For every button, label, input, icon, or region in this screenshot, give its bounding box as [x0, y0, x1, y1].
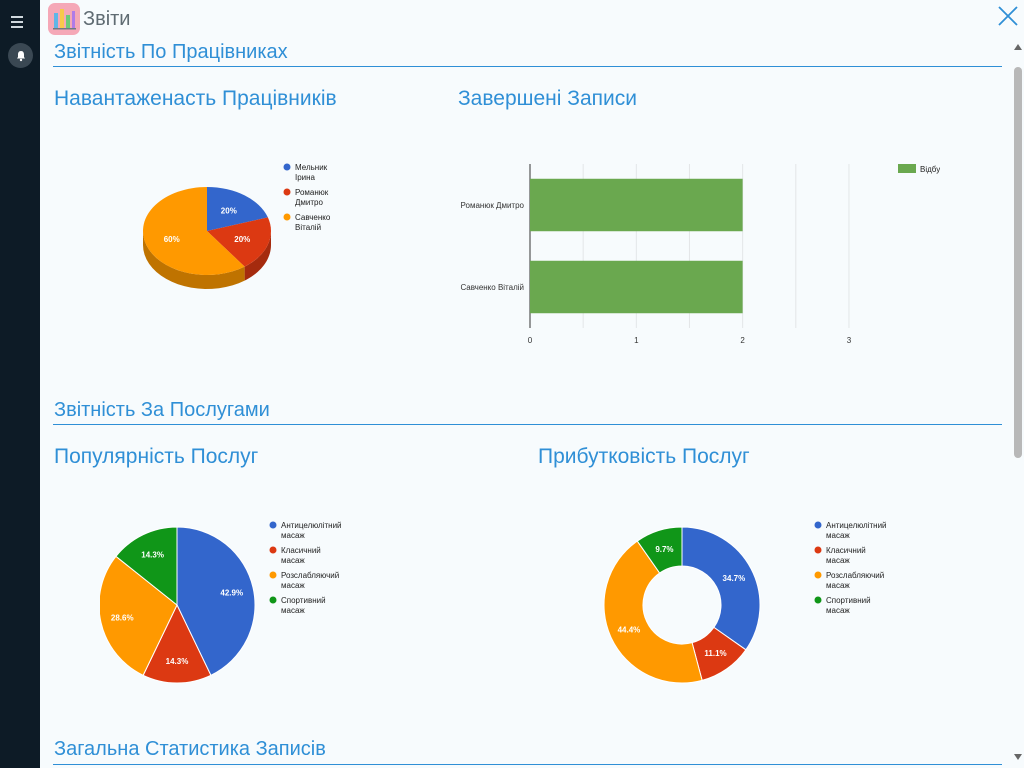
scrollbar-thumb[interactable] [1014, 67, 1022, 458]
donut-slice [681, 526, 761, 651]
pie-slice [143, 187, 245, 275]
completed-bar-chart: 0 1 2 3 Романюк Дмитро Савченко Віталій Відбув… [460, 164, 940, 345]
slice-label: 28.6% [111, 613, 134, 622]
legend-label: масаж [281, 581, 305, 590]
legend-marker [269, 521, 277, 529]
section-title-services: Звітність За Послугами [54, 399, 270, 421]
donut-slice [636, 526, 683, 574]
sidebar [0, 0, 40, 768]
legend-label: Дмитро [295, 198, 324, 207]
legend-label: масаж [826, 556, 850, 565]
close-icon[interactable] [996, 4, 1020, 28]
section-divider [53, 424, 1002, 425]
section-divider [53, 66, 1002, 67]
slice-label: 60% [164, 235, 180, 244]
legend-marker [898, 164, 916, 173]
slice-label: 14.3% [166, 657, 189, 666]
pie-slice-side [143, 231, 245, 289]
legend-label: масаж [826, 531, 850, 540]
pie-slice-side [244, 231, 271, 281]
legend-label: Класичний [281, 546, 321, 555]
legend-marker [814, 546, 822, 554]
legend-marker [814, 571, 822, 579]
pie-slice [176, 526, 256, 676]
legend-label: Ірина [295, 173, 316, 182]
profitability-donut-chart: 34.7%11.1%44.4%9.7%АнтицелюлітниймасажКл… [603, 521, 887, 684]
chart-title-completed: Завершені Записи [458, 87, 637, 110]
chart-title-profitability: Прибутковість Послуг [538, 445, 750, 468]
legend-label: Віталій [295, 223, 321, 232]
slice-label: 20% [234, 235, 250, 244]
popularity-pie-chart: 42.9%14.3%28.6%14.3%АнтицелюлітниймасажК… [100, 521, 342, 684]
legend-label: Розслабляючий [281, 571, 339, 580]
main-content: Звіти Звітність По Працівниках Навантаже… [40, 0, 1024, 768]
slice-label: 20% [221, 206, 237, 215]
section-title-general: Загальна Статистика Записів [54, 738, 326, 760]
chart-title-popularity: Популярність Послуг [54, 445, 259, 468]
section-title-employees: Звітність По Працівниках [54, 41, 288, 63]
menu-icon[interactable] [11, 15, 29, 29]
bar [530, 178, 743, 232]
x-tick-label: 1 [634, 336, 639, 345]
slice-label: 9.7% [655, 545, 673, 554]
bar [530, 260, 743, 314]
legend-label: Спортивний [281, 596, 326, 605]
y-category-label: Савченко Віталій [460, 283, 524, 292]
legend-label: Савченко [295, 213, 331, 222]
scroll-up-icon[interactable] [1013, 43, 1023, 51]
legend-label: Класичний [826, 546, 866, 555]
legend-label: Мельник [295, 163, 328, 172]
chart-title-workload: Навантаженасть Працівників [54, 87, 337, 110]
legend-label: Романюк [295, 188, 329, 197]
legend-marker [814, 596, 822, 604]
slice-label: 42.9% [220, 589, 243, 598]
legend-label: Розслабляючий [826, 571, 884, 580]
legend-marker [269, 546, 277, 554]
section-divider [53, 764, 1002, 765]
vertical-scrollbar[interactable] [1012, 40, 1024, 768]
legend-marker [269, 571, 277, 579]
window-title: Звіти [83, 8, 131, 30]
bell-icon[interactable] [8, 43, 33, 68]
pie-slice [142, 603, 212, 684]
x-tick-label: 2 [740, 336, 745, 345]
legend-marker [283, 163, 291, 171]
x-tick-label: 3 [847, 336, 852, 345]
legend-label: Спортивний [826, 596, 871, 605]
slice-label: 11.1% [704, 649, 726, 658]
pie-slice [100, 555, 178, 676]
legend-marker [283, 188, 291, 196]
legend-label: масаж [826, 581, 850, 590]
legend-marker [269, 596, 277, 604]
legend-label: масаж [281, 556, 305, 565]
legend-label: масаж [281, 531, 305, 540]
scroll-down-icon[interactable] [1013, 753, 1023, 761]
legend-label: масаж [281, 606, 305, 615]
legend-marker [283, 213, 291, 221]
legend-label: Антицелюлітний [281, 521, 342, 530]
legend-label: Відбувся [920, 165, 940, 174]
reports-app-icon [48, 3, 80, 35]
legend-label: Антицелюлітний [826, 521, 887, 530]
pie-slice [207, 187, 268, 231]
pie-slice [115, 526, 178, 607]
legend-marker [814, 521, 822, 529]
x-tick-label: 0 [528, 336, 533, 345]
slice-label: 34.7% [723, 574, 746, 583]
pie-slice [207, 217, 271, 267]
slice-label: 14.3% [141, 550, 164, 559]
donut-slice [603, 540, 703, 684]
slice-label: 44.4% [618, 626, 641, 635]
y-category-label: Романюк Дмитро [461, 201, 525, 210]
legend-label: масаж [826, 606, 850, 615]
